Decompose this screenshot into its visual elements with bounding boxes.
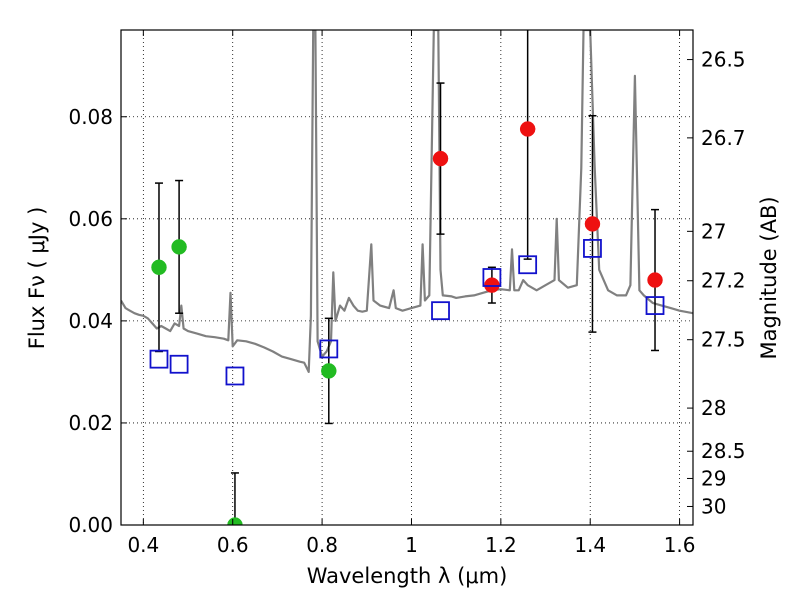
- red-circle-marker: [584, 216, 601, 232]
- y-tick-label: 0.00: [68, 513, 113, 537]
- blue-square-marker: [583, 239, 602, 258]
- mag-tick-label: 26.7: [701, 126, 746, 150]
- red-circle-marker: [519, 121, 536, 137]
- mag-tick-label: 28.5: [701, 439, 746, 463]
- blue-square-marker: [518, 255, 538, 275]
- blue-square-marker: [225, 366, 245, 386]
- green-circle-marker: [151, 259, 167, 276]
- model-spectrum-line: [121, 30, 693, 373]
- y-tick-label: 0.02: [68, 411, 113, 435]
- mag-tick-label: 30: [701, 494, 726, 518]
- x-tick-label: 0.6: [217, 533, 249, 557]
- mag-tick-label: 28: [701, 396, 726, 420]
- markers-group: [149, 121, 665, 525]
- x-tick-label: 0.8: [306, 533, 338, 557]
- x-tick-label: 1.4: [574, 533, 606, 557]
- blue-square-marker: [319, 339, 339, 359]
- mag-tick-label: 27.2: [701, 269, 746, 293]
- y-tick-label: 0.06: [68, 207, 113, 231]
- mag-tick-label: 27.5: [701, 328, 746, 352]
- model-spectrum-group: [121, 30, 693, 373]
- green-circle-marker: [227, 517, 243, 525]
- x-tick-label: 1.6: [664, 533, 696, 557]
- mag-tick-label: 26.5: [701, 48, 746, 72]
- mag-tick-label: 29: [701, 466, 726, 490]
- mag-tick-label: 27: [701, 219, 726, 243]
- blue-square-marker: [645, 296, 665, 315]
- red-circle-marker: [432, 150, 449, 167]
- x-axis-title: Wavelength λ (μm): [307, 564, 508, 588]
- blue-square-marker: [431, 301, 450, 321]
- blue-square-marker: [482, 268, 502, 287]
- plot-frame: [120, 29, 694, 526]
- plot-background: [121, 30, 693, 525]
- blue-square-marker: [169, 354, 189, 374]
- y-tick-label: 0.04: [68, 309, 113, 333]
- x-tick-label: 0.4: [127, 533, 159, 557]
- green-circle-marker: [321, 363, 337, 379]
- x-tick-label: 1: [405, 533, 418, 557]
- green-circle-marker: [171, 239, 187, 255]
- x-tick-label: 1.2: [485, 533, 517, 557]
- y-axis-title: Flux Fν ( μJy ): [25, 207, 49, 350]
- ticks-group: 0.4 0.6 0.8 1 1.2 1.4 1.6 0.00 0.02 0.04 0.06 0.08 2…: [68, 30, 746, 557]
- blue-square-marker: [149, 349, 169, 369]
- y-tick-label: 0.08: [68, 105, 113, 129]
- y2-axis-title: Magnitude (AB): [757, 196, 781, 359]
- red-circle-marker: [647, 272, 663, 288]
